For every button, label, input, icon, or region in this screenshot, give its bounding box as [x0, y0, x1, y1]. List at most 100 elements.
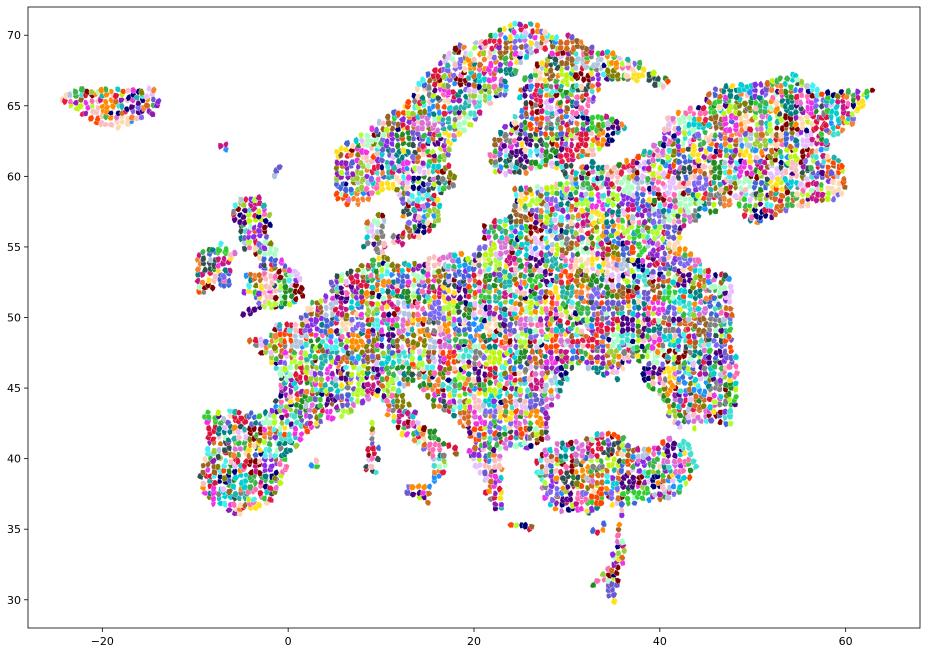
map-region — [210, 447, 218, 456]
map-region — [669, 382, 676, 390]
map-region — [374, 301, 382, 308]
map-region — [579, 441, 586, 449]
map-region — [697, 336, 705, 344]
map-region — [384, 255, 391, 263]
map-region — [621, 547, 628, 555]
map-region — [733, 370, 741, 377]
map-region — [659, 438, 666, 447]
map-region — [639, 353, 646, 360]
map-region — [654, 455, 661, 463]
map-region — [598, 431, 605, 438]
map-region — [491, 241, 497, 248]
map-region — [266, 440, 273, 448]
map-region — [390, 413, 398, 420]
map-region — [421, 380, 427, 388]
map-region — [334, 387, 341, 395]
map-region — [339, 333, 345, 340]
map-region — [316, 370, 324, 377]
map-region — [727, 305, 734, 312]
map-region — [215, 246, 223, 255]
map-region — [675, 218, 682, 225]
map-region — [302, 350, 309, 358]
map-region — [439, 468, 447, 477]
map-region — [266, 211, 273, 219]
map-region — [365, 365, 372, 373]
map-region — [619, 537, 626, 546]
map-region — [472, 300, 478, 308]
map-region — [481, 419, 488, 427]
map-region — [220, 415, 227, 423]
map-region — [696, 370, 703, 378]
map-region — [675, 354, 683, 363]
map-region — [689, 359, 697, 368]
map-region — [614, 577, 622, 585]
map-region — [309, 299, 316, 307]
map-region — [707, 416, 715, 424]
map-region — [507, 434, 515, 441]
map-region — [476, 244, 483, 252]
map-region — [562, 452, 569, 460]
map-region — [573, 438, 580, 446]
map-region — [461, 363, 468, 372]
map-region — [665, 223, 673, 231]
map-region — [379, 350, 387, 357]
map-region — [334, 354, 342, 362]
map-region — [223, 457, 229, 465]
map-region — [415, 482, 422, 490]
map-region — [255, 412, 263, 420]
map-region — [615, 521, 623, 528]
map-region — [486, 407, 494, 416]
map-region — [220, 485, 227, 494]
map-region — [390, 370, 397, 379]
map-region — [605, 430, 612, 438]
map-region — [553, 500, 560, 508]
map-region — [619, 217, 626, 224]
map-region — [498, 474, 504, 482]
map-region — [209, 436, 217, 443]
map-region — [490, 397, 498, 405]
map-region — [273, 469, 280, 477]
map-region — [700, 315, 707, 322]
map-region — [287, 371, 295, 379]
map-region — [446, 343, 454, 351]
map-region — [531, 355, 539, 362]
map-region — [437, 325, 444, 333]
map-region — [292, 442, 301, 450]
map-region — [598, 282, 604, 290]
map-region — [302, 341, 310, 349]
map-region — [451, 365, 458, 372]
map-region — [252, 281, 259, 289]
map-region — [531, 391, 539, 399]
map-region — [558, 507, 565, 515]
map-region — [501, 424, 508, 433]
map-region — [608, 500, 616, 509]
map-region — [218, 240, 225, 249]
map-region — [587, 354, 595, 362]
map-region — [292, 326, 299, 335]
map-region — [562, 369, 570, 377]
map-region — [543, 457, 551, 464]
map-region — [348, 371, 355, 379]
map-region — [603, 218, 610, 227]
map-region — [293, 419, 300, 426]
map-region — [614, 375, 621, 383]
map-region — [249, 496, 258, 503]
map-region — [282, 425, 288, 432]
map-region — [467, 403, 473, 412]
map-region — [436, 338, 444, 345]
map-region — [409, 491, 417, 498]
map-region — [389, 385, 398, 392]
map-region — [470, 343, 479, 350]
map-region — [404, 409, 411, 417]
map-region — [584, 463, 591, 470]
map-region — [597, 485, 605, 492]
map-region — [523, 169, 530, 177]
map-region — [385, 330, 392, 339]
map-region — [757, 201, 764, 208]
map-region — [246, 217, 253, 225]
map-region — [231, 490, 239, 499]
map-region — [588, 505, 596, 514]
map-region — [723, 421, 730, 428]
map-region — [471, 393, 478, 401]
map-region — [676, 457, 683, 465]
